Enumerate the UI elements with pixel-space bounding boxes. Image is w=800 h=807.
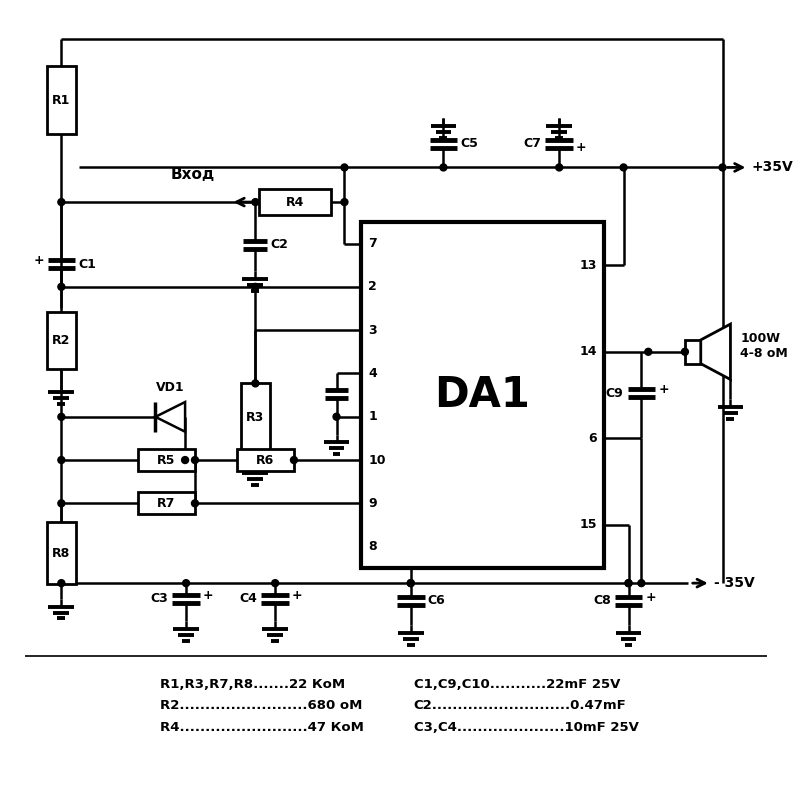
Bar bbox=[138, 449, 195, 471]
Text: Вход: Вход bbox=[171, 167, 215, 182]
Circle shape bbox=[682, 349, 688, 355]
Circle shape bbox=[407, 579, 414, 587]
Circle shape bbox=[645, 349, 652, 355]
Circle shape bbox=[191, 500, 198, 507]
Text: +: + bbox=[292, 588, 302, 601]
Text: R5: R5 bbox=[157, 454, 175, 466]
Circle shape bbox=[252, 283, 259, 291]
Text: 10: 10 bbox=[368, 454, 386, 466]
Circle shape bbox=[182, 457, 189, 463]
Text: C5: C5 bbox=[460, 137, 478, 150]
Text: 3: 3 bbox=[368, 324, 377, 337]
Text: C9: C9 bbox=[606, 387, 623, 399]
Bar bbox=[46, 522, 76, 583]
Bar bbox=[241, 383, 270, 450]
Text: +: + bbox=[646, 591, 656, 604]
Text: 6: 6 bbox=[588, 432, 597, 445]
Text: 14: 14 bbox=[579, 345, 597, 358]
Text: - 35V: - 35V bbox=[714, 576, 754, 590]
Text: C6: C6 bbox=[427, 595, 446, 608]
Text: VD1: VD1 bbox=[156, 381, 185, 394]
Text: C3,C4.....................10mF 25V: C3,C4.....................10mF 25V bbox=[414, 721, 638, 734]
Text: R1: R1 bbox=[52, 94, 70, 107]
Text: R2.........................680 оМ: R2.........................680 оМ bbox=[160, 700, 362, 713]
Circle shape bbox=[58, 199, 65, 206]
Text: DA1: DA1 bbox=[434, 374, 530, 416]
Text: C4: C4 bbox=[239, 592, 258, 605]
Circle shape bbox=[333, 413, 340, 420]
Text: +: + bbox=[34, 254, 45, 267]
Polygon shape bbox=[701, 324, 730, 379]
Circle shape bbox=[182, 579, 190, 587]
Circle shape bbox=[272, 579, 278, 587]
Text: 13: 13 bbox=[579, 259, 597, 272]
Text: R2: R2 bbox=[52, 334, 70, 347]
Bar bbox=[685, 340, 701, 364]
Circle shape bbox=[638, 579, 645, 587]
Bar bbox=[362, 222, 604, 568]
Text: 9: 9 bbox=[368, 497, 377, 510]
Text: 7: 7 bbox=[368, 237, 377, 250]
Circle shape bbox=[440, 164, 447, 171]
Bar bbox=[46, 312, 76, 370]
Circle shape bbox=[252, 199, 259, 206]
Text: 1: 1 bbox=[368, 410, 377, 423]
Text: R7: R7 bbox=[157, 497, 175, 510]
Circle shape bbox=[556, 164, 562, 171]
Circle shape bbox=[252, 380, 259, 387]
Text: +: + bbox=[576, 141, 586, 154]
Text: C1,C9,C10...........22mF 25V: C1,C9,C10...........22mF 25V bbox=[414, 678, 620, 691]
Circle shape bbox=[625, 579, 632, 587]
Circle shape bbox=[620, 164, 627, 171]
Circle shape bbox=[58, 283, 65, 291]
Circle shape bbox=[407, 579, 414, 587]
Text: R8: R8 bbox=[52, 546, 70, 559]
Circle shape bbox=[58, 579, 65, 587]
Text: +35V: +35V bbox=[751, 161, 793, 174]
Text: +: + bbox=[203, 588, 214, 601]
Polygon shape bbox=[155, 402, 185, 432]
Text: 4: 4 bbox=[368, 367, 377, 380]
Text: +: + bbox=[658, 383, 669, 395]
Text: C1: C1 bbox=[78, 258, 96, 271]
Text: R4.........................47 КоМ: R4.........................47 КоМ bbox=[160, 721, 364, 734]
Circle shape bbox=[625, 579, 632, 587]
Bar bbox=[138, 492, 195, 514]
Text: C3: C3 bbox=[150, 592, 168, 605]
Circle shape bbox=[191, 457, 198, 463]
Circle shape bbox=[58, 457, 65, 463]
Text: C2: C2 bbox=[270, 238, 288, 251]
Text: R3: R3 bbox=[246, 411, 265, 424]
Text: 2: 2 bbox=[368, 280, 377, 293]
Text: C8: C8 bbox=[593, 595, 610, 608]
Bar bbox=[259, 189, 330, 215]
Text: 8: 8 bbox=[368, 540, 377, 553]
Circle shape bbox=[341, 199, 348, 206]
Text: 15: 15 bbox=[579, 518, 597, 532]
Bar bbox=[237, 449, 294, 471]
Circle shape bbox=[290, 457, 298, 463]
Circle shape bbox=[58, 500, 65, 507]
Text: C7: C7 bbox=[523, 137, 542, 150]
Circle shape bbox=[58, 413, 65, 420]
Circle shape bbox=[719, 164, 726, 171]
Text: R1,R3,R7,R8.......22 КоМ: R1,R3,R7,R8.......22 КоМ bbox=[160, 678, 346, 691]
Text: C2...........................0.47mF: C2...........................0.47mF bbox=[414, 700, 626, 713]
Circle shape bbox=[341, 164, 348, 171]
Text: 100W
4-8 оМ: 100W 4-8 оМ bbox=[740, 332, 788, 360]
Bar bbox=[46, 66, 76, 134]
Text: R6: R6 bbox=[256, 454, 274, 466]
Text: R4: R4 bbox=[286, 195, 304, 208]
